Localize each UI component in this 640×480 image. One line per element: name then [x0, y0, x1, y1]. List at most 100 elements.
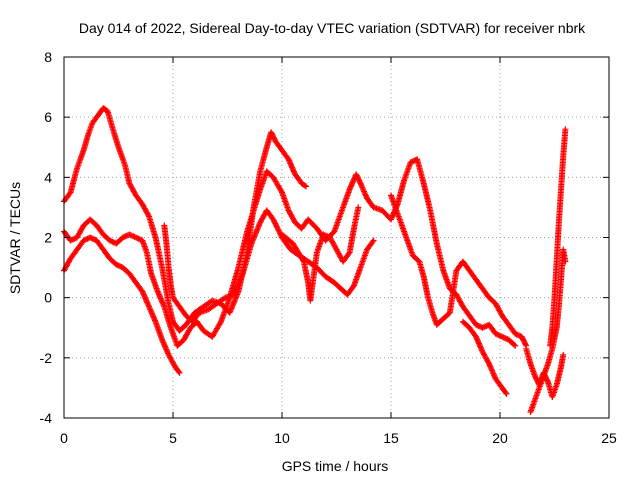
- data-point: [270, 216, 277, 223]
- data-point: [501, 334, 508, 341]
- data-point: [274, 224, 281, 231]
- data-point: [176, 369, 183, 376]
- data-point: [217, 320, 224, 327]
- data-point: [369, 238, 376, 245]
- data-point: [115, 262, 122, 269]
- data-point: [109, 238, 116, 245]
- data-point: [407, 159, 414, 166]
- y-tick-label: 4: [44, 169, 52, 185]
- y-tick-label: 6: [44, 109, 52, 125]
- data-point: [66, 190, 73, 197]
- data-point: [272, 222, 279, 229]
- data-point: [145, 212, 152, 219]
- data-point: [321, 232, 328, 239]
- series-track-i: [527, 246, 569, 415]
- data-point: [516, 332, 523, 339]
- series-track-b: [61, 156, 519, 349]
- series-track-j: [547, 126, 569, 349]
- data-point: [544, 377, 551, 384]
- data-point: [479, 324, 486, 331]
- chart-title: Day 014 of 2022, Sidereal Day-to-day VTE…: [79, 20, 586, 36]
- data-point: [278, 188, 285, 195]
- data-point: [80, 237, 87, 244]
- data-point: [512, 342, 519, 349]
- data-point: [408, 158, 415, 165]
- y-axis-label: SDTVAR / TECUs: [7, 182, 23, 294]
- data-point: [129, 232, 136, 239]
- x-tick-label: 15: [383, 430, 399, 446]
- data-point: [356, 179, 363, 186]
- data-point: [485, 359, 492, 366]
- data-point: [324, 233, 331, 240]
- data-point: [511, 341, 518, 348]
- data-point: [132, 234, 139, 241]
- y-tick-label: 8: [44, 49, 52, 65]
- data-point: [495, 331, 502, 338]
- series-track-e: [279, 204, 362, 304]
- y-tick-label: -2: [40, 350, 53, 366]
- x-tick-label: 25: [601, 430, 617, 446]
- data-point: [493, 331, 500, 338]
- x-tick-label: 0: [60, 430, 68, 446]
- grid: [64, 57, 609, 418]
- data-point: [513, 331, 520, 338]
- y-tick-label: 0: [44, 290, 52, 306]
- data-point: [91, 236, 98, 243]
- data-point: [302, 183, 309, 190]
- data-point: [275, 227, 282, 234]
- data-point: [503, 335, 510, 342]
- series-track-c: [61, 234, 183, 376]
- data-point: [270, 217, 277, 224]
- data-point: [89, 235, 96, 242]
- data-point: [503, 390, 510, 397]
- x-tick-label: 10: [274, 430, 290, 446]
- data-point: [474, 322, 481, 329]
- y-tick-label: -4: [40, 410, 53, 426]
- data-point: [71, 235, 78, 242]
- data-point: [113, 261, 120, 268]
- data-point: [84, 235, 91, 242]
- data-point: [562, 258, 569, 265]
- data-point: [272, 220, 279, 227]
- series-track-g: [459, 318, 510, 397]
- data-point: [514, 331, 521, 338]
- data-point: [87, 234, 94, 241]
- data-point: [320, 231, 327, 238]
- data-point: [134, 235, 141, 242]
- data-point: [175, 368, 182, 375]
- series-track-f: [388, 192, 530, 349]
- data-point: [123, 232, 130, 239]
- data-marks: [61, 105, 569, 415]
- data-point: [127, 232, 134, 239]
- data-point: [562, 126, 569, 133]
- data-point: [345, 250, 352, 257]
- data-point: [355, 204, 362, 211]
- data-point: [81, 236, 88, 243]
- data-point: [131, 233, 138, 240]
- axis-ticks: 0 5 10 15 20 25 -4 -2 0 2 4 6 8: [40, 49, 617, 446]
- data-point: [492, 330, 499, 337]
- data-point: [108, 238, 115, 245]
- data-point: [68, 236, 75, 243]
- data-point: [512, 330, 519, 337]
- data-point: [126, 231, 133, 238]
- data-point: [274, 226, 281, 233]
- data-point: [136, 236, 143, 243]
- x-axis-label: GPS time / hours: [282, 458, 389, 474]
- data-point: [497, 333, 504, 340]
- data-point: [135, 235, 142, 242]
- data-point: [560, 351, 567, 358]
- data-point: [114, 262, 121, 269]
- data-point: [323, 232, 330, 239]
- data-point: [121, 233, 128, 240]
- data-point: [130, 233, 137, 240]
- data-point: [119, 234, 126, 241]
- data-point: [88, 235, 95, 242]
- data-point: [496, 332, 503, 339]
- data-point: [370, 237, 377, 244]
- data-point: [301, 182, 308, 189]
- data-point: [476, 323, 483, 330]
- data-point: [473, 321, 480, 328]
- data-point: [273, 223, 280, 230]
- data-point: [271, 219, 278, 226]
